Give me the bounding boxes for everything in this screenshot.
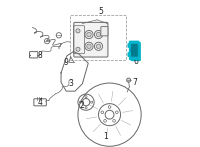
Text: 6: 6 [134, 56, 138, 66]
Circle shape [96, 32, 101, 37]
FancyBboxPatch shape [130, 43, 138, 57]
Circle shape [127, 78, 131, 82]
FancyBboxPatch shape [74, 22, 108, 57]
FancyBboxPatch shape [130, 41, 139, 59]
Circle shape [96, 44, 101, 49]
Circle shape [85, 42, 93, 50]
FancyBboxPatch shape [128, 53, 131, 56]
Text: 9: 9 [63, 58, 68, 67]
Circle shape [94, 30, 103, 39]
FancyBboxPatch shape [101, 27, 108, 36]
Circle shape [87, 32, 91, 37]
Circle shape [76, 29, 80, 33]
Text: 2: 2 [80, 101, 85, 110]
Circle shape [85, 30, 93, 39]
FancyBboxPatch shape [132, 46, 140, 60]
FancyBboxPatch shape [131, 42, 140, 61]
Text: 7: 7 [132, 78, 137, 87]
Text: 5: 5 [98, 6, 103, 16]
Circle shape [87, 44, 91, 49]
Text: 1: 1 [103, 132, 108, 141]
Circle shape [94, 42, 103, 50]
FancyBboxPatch shape [128, 44, 131, 47]
Text: 3: 3 [69, 78, 74, 88]
Text: 8: 8 [37, 51, 42, 60]
Text: 4: 4 [38, 98, 43, 107]
Circle shape [76, 47, 80, 51]
